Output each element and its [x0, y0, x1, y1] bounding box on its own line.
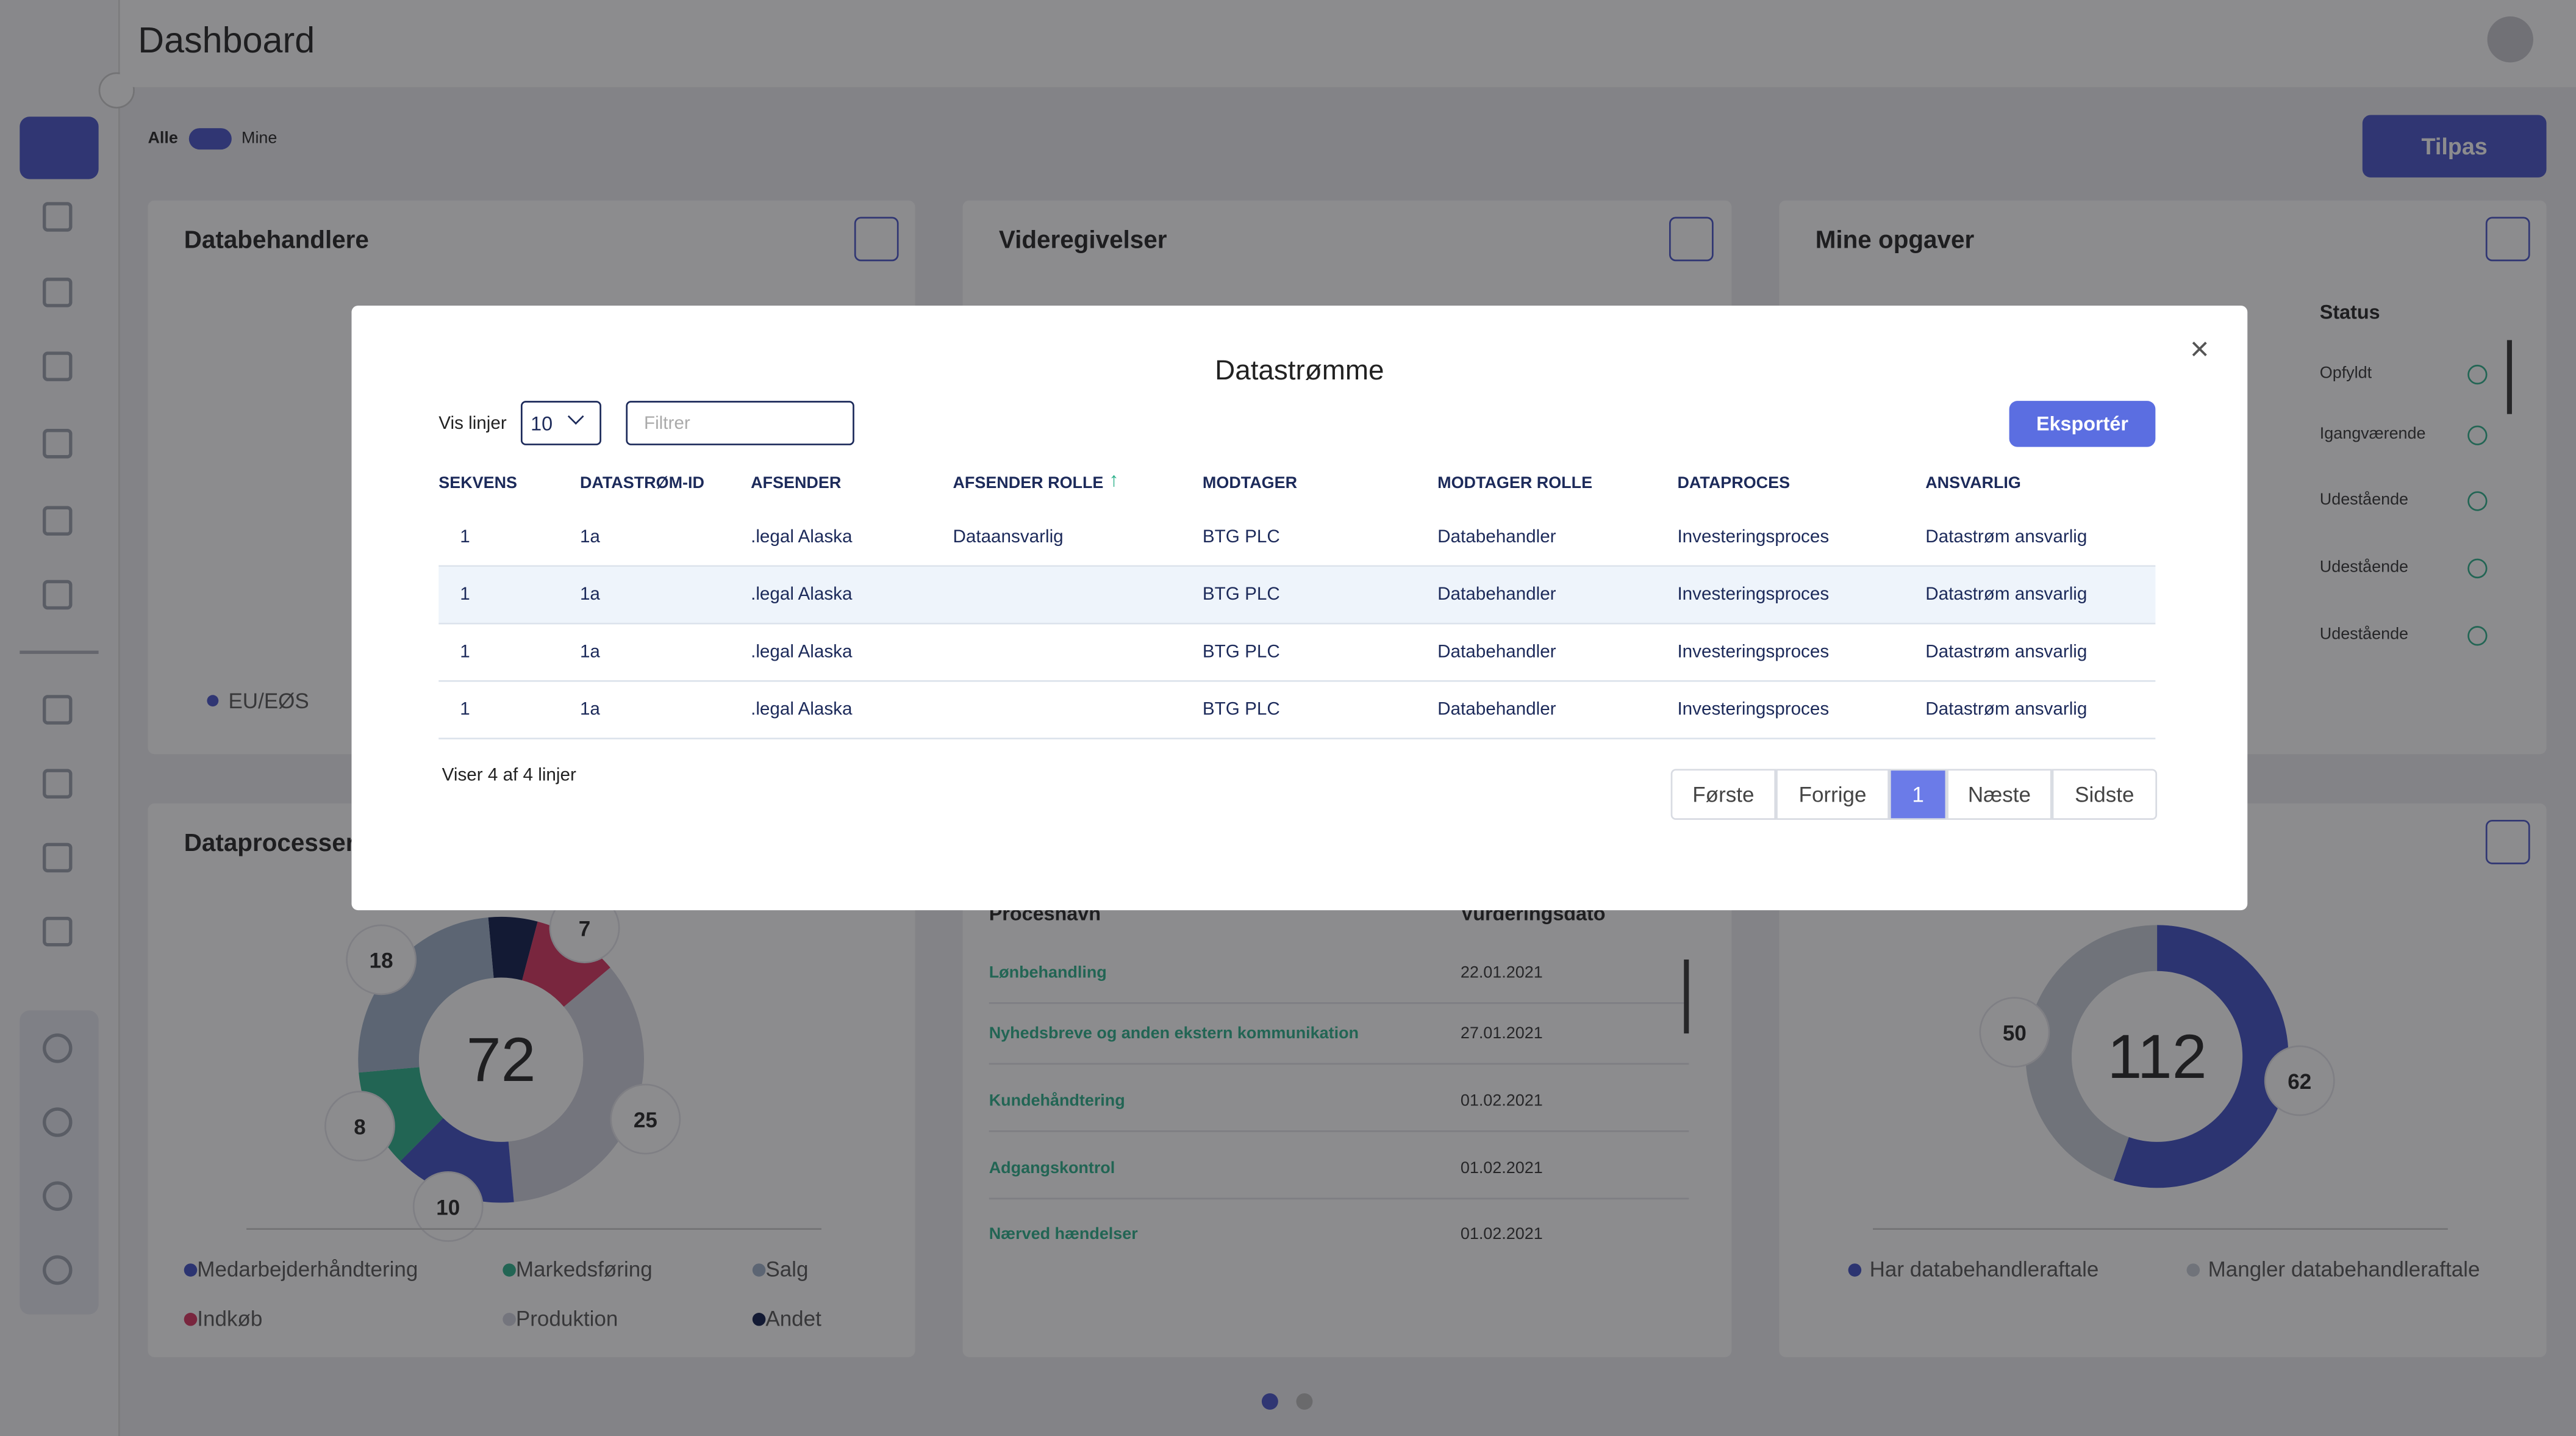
cell: 1 — [460, 527, 470, 547]
cell: .legal Alaska — [751, 642, 853, 662]
summary: Viser 4 af 4 linjer — [442, 766, 576, 786]
cell: .legal Alaska — [751, 700, 853, 720]
page-button[interactable]: Første — [1670, 769, 1776, 820]
cell: Datastrøm ansvarlig — [1925, 584, 2088, 605]
sort-arrow: ↑ — [1109, 468, 1119, 492]
cell: Investeringsproces — [1677, 584, 1830, 605]
modal: Datastrømme × Vis linjer 10 Filtrer Eksportér… — [351, 305, 2248, 911]
cell: 1a — [579, 700, 600, 720]
cell: 1a — [579, 584, 600, 605]
row-highlight — [438, 567, 2156, 623]
row-line — [438, 680, 2156, 682]
filter-input[interactable]: Filtrer — [626, 401, 854, 445]
cell: 1a — [579, 642, 600, 662]
close-button[interactable]: × — [2189, 332, 2209, 368]
cell: Investeringsproces — [1677, 642, 1830, 662]
cell: 1 — [460, 584, 470, 605]
page-button[interactable]: 1 — [1889, 769, 1947, 820]
column-header[interactable]: DATASTRØM-ID — [579, 475, 704, 494]
rows-label: Vis linjer — [438, 414, 507, 434]
export-button[interactable]: Eksportér — [2009, 401, 2156, 447]
cell: Databehandler — [1437, 584, 1556, 605]
page-button[interactable]: Sidste — [2052, 769, 2158, 820]
column-header[interactable]: ANSVARLIG — [1925, 475, 2021, 494]
modal-title: Datastrømme — [1215, 354, 1384, 386]
cell: Investeringsproces — [1677, 700, 1830, 720]
cell: .legal Alaska — [751, 584, 853, 605]
cell: 1 — [460, 700, 470, 720]
row-line — [438, 565, 2156, 567]
page-button[interactable]: Næste — [1947, 769, 2052, 820]
cell: Datastrøm ansvarlig — [1925, 642, 2088, 662]
column-header[interactable]: SEKVENS — [438, 475, 518, 494]
cell: Dataansvarlig — [953, 527, 1064, 547]
cell: BTG PLC — [1202, 584, 1280, 605]
cell: BTG PLC — [1202, 642, 1280, 662]
cell: Databehandler — [1437, 642, 1556, 662]
cell: .legal Alaska — [751, 527, 853, 547]
cell: 1a — [579, 527, 600, 547]
column-header[interactable]: DATAPROCES — [1677, 475, 1791, 494]
rows-select[interactable]: 10 — [520, 401, 601, 445]
column-header[interactable]: AFSENDER — [751, 475, 842, 494]
column-header[interactable]: MODTAGER ROLLE — [1437, 475, 1593, 494]
cell: BTG PLC — [1202, 527, 1280, 547]
row-line — [438, 622, 2156, 625]
cell: Investeringsproces — [1677, 527, 1830, 547]
cell: BTG PLC — [1202, 700, 1280, 720]
column-header[interactable]: MODTAGER — [1202, 475, 1298, 494]
cell: Databehandler — [1437, 700, 1556, 720]
cell: Datastrøm ansvarlig — [1925, 527, 2088, 547]
cell: Databehandler — [1437, 527, 1556, 547]
column-header[interactable]: AFSENDER ROLLE — [953, 475, 1104, 494]
cell: Datastrøm ansvarlig — [1925, 700, 2088, 720]
page-button[interactable]: Forrige — [1776, 769, 1889, 820]
row-line — [438, 738, 2156, 740]
cell: 1 — [460, 642, 470, 662]
